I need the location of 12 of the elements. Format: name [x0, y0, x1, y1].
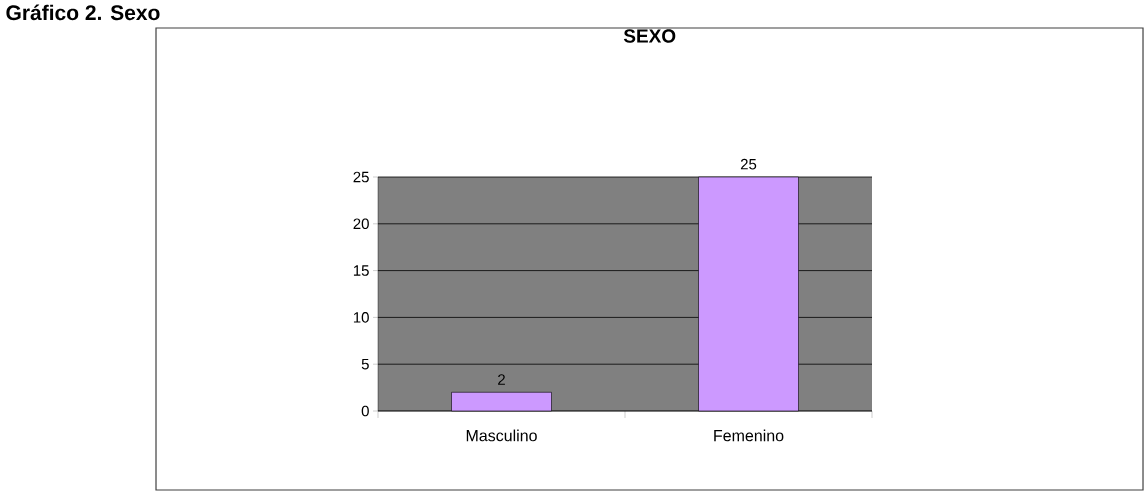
y-tick-label: 25	[353, 171, 369, 183]
y-tick-label: 0	[361, 405, 369, 417]
x-tick-label: Masculino	[466, 429, 537, 442]
y-tick-label: 10	[353, 312, 369, 323]
x-tick-label: Femenino	[714, 429, 784, 442]
y-tick-label: 15	[353, 265, 369, 276]
data-label: 25	[740, 158, 757, 170]
data-label: 2	[498, 374, 505, 385]
y-tick-label: 5	[361, 358, 369, 370]
chart-title: SEXO	[623, 29, 676, 43]
y-tick-label: 20	[353, 218, 369, 230]
text: Gráfico 2. Sexo	[6, 4, 160, 21]
